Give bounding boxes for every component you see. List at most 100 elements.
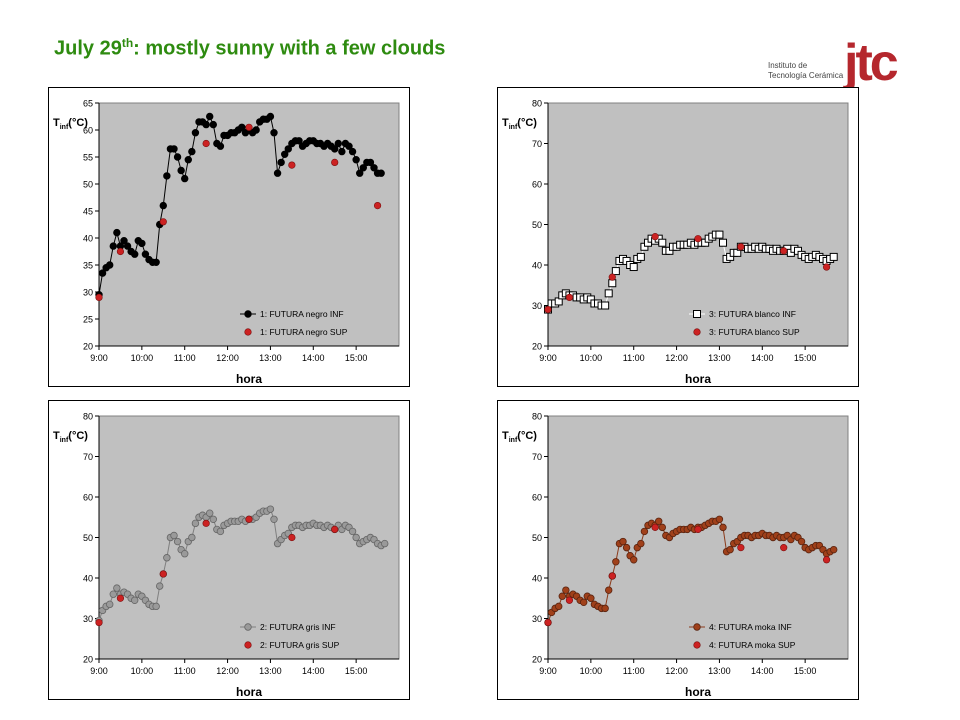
data-point-inf xyxy=(562,586,570,594)
data-point-inf xyxy=(252,126,260,134)
x-tick-label: 10:00 xyxy=(580,666,603,676)
legend-label-sup: 3: FUTURA blanco SUP xyxy=(709,327,800,337)
x-tick-label: 11:00 xyxy=(174,353,196,363)
plot-area xyxy=(547,415,849,660)
data-point-inf xyxy=(331,145,339,153)
y-axis-label: Tinf(°C) xyxy=(53,117,88,131)
y-tick-label: 20 xyxy=(83,655,93,665)
data-point-inf xyxy=(181,549,189,558)
y-axis-label: Tinf(°C) xyxy=(502,117,537,131)
data-point-inf xyxy=(181,174,189,183)
data-point-inf xyxy=(106,600,114,609)
legend-label-sup: 1: FUTURA negro SUP xyxy=(260,327,348,337)
data-point-inf xyxy=(622,543,631,552)
data-point-inf xyxy=(829,252,838,261)
data-point-sup xyxy=(608,572,616,580)
data-point-inf xyxy=(131,250,139,258)
chart-panel-2: 20 30 40 50 60 70 80 9:00 10:00 11:00 12:00 13:00 14… xyxy=(48,400,410,700)
data-point-sup xyxy=(245,515,253,523)
y-tick-label: 20 xyxy=(532,655,542,665)
y-tick-label: 40 xyxy=(83,574,93,584)
x-tick-label: 12:00 xyxy=(665,353,688,363)
data-point-sup xyxy=(694,525,702,533)
data-point-sup xyxy=(651,233,659,241)
data-point-sup xyxy=(737,544,745,552)
data-point-inf xyxy=(202,120,210,129)
data-point-sup xyxy=(288,533,296,542)
series-sup xyxy=(95,123,382,301)
title-sup: th xyxy=(121,36,134,50)
legend-marker-sup xyxy=(244,641,252,649)
data-point-inf xyxy=(377,169,385,177)
data-point-inf xyxy=(191,519,200,528)
data-point-inf xyxy=(658,523,666,532)
data-point-sup xyxy=(116,247,125,256)
data-point-sup xyxy=(202,139,210,148)
chart-panel-4: 20 30 40 50 60 70 80 9:00 10:00 11:00 12:00 13:00 14… xyxy=(497,400,859,700)
y-tick-label: 45 xyxy=(83,207,93,217)
data-point-inf xyxy=(184,155,192,164)
x-tick-label: 9:00 xyxy=(90,353,108,363)
data-point-inf xyxy=(216,527,225,536)
data-point-sup xyxy=(544,618,552,627)
x-tick-label: 10:00 xyxy=(131,666,154,676)
data-point-inf xyxy=(612,558,620,566)
y-tick-label: 50 xyxy=(83,180,93,190)
data-point-inf xyxy=(640,527,649,536)
data-point-inf xyxy=(719,523,727,532)
data-point-sup xyxy=(544,305,552,314)
logo-line1: Instituto de xyxy=(768,61,808,70)
data-point-inf xyxy=(619,537,627,546)
data-point-inf xyxy=(658,238,667,247)
data-point-inf xyxy=(138,239,146,248)
series-inf xyxy=(544,230,838,314)
data-point-inf xyxy=(726,545,734,554)
series-sup xyxy=(544,233,831,314)
x-tick-label: 13:00 xyxy=(708,666,731,676)
data-point-inf xyxy=(173,537,182,546)
data-point-inf xyxy=(109,590,117,598)
data-point-inf xyxy=(637,539,645,548)
y-axis-label: Tinf(°C) xyxy=(502,430,537,444)
data-point-inf xyxy=(601,604,609,613)
data-point-inf xyxy=(356,169,364,177)
data-point-inf xyxy=(163,172,171,180)
legend-marker-inf xyxy=(244,310,252,318)
x-tick-label: 15:00 xyxy=(794,666,817,676)
data-point-inf xyxy=(206,112,214,121)
x-tick-label: 10:00 xyxy=(580,353,603,363)
logo-line2: Tecnología Cerámica xyxy=(768,71,844,80)
data-point-inf xyxy=(152,602,160,611)
y-axis-label: Tinf(°C) xyxy=(53,430,88,444)
data-point-inf xyxy=(381,539,389,548)
x-tick-label: 13:00 xyxy=(708,353,731,363)
legend: 1: FUTURA negro INF 1: FUTURA negro SUP xyxy=(240,309,348,337)
x-tick-label: 11:00 xyxy=(623,353,645,363)
chart-2: 20 30 40 50 60 70 80 9:00 10:00 11:00 12:00 13:00 14… xyxy=(53,412,400,699)
chart-panel-3: 20 30 40 50 60 70 80 9:00 10:00 11:00 12:00 13:00 14… xyxy=(497,87,859,387)
data-point-inf xyxy=(266,505,275,513)
x-tick-label: 11:00 xyxy=(174,666,196,676)
data-point-sup xyxy=(202,519,210,527)
page-title: July 29th: mostly sunny with a few cloud… xyxy=(54,36,445,61)
y-tick-label: 30 xyxy=(532,614,542,624)
data-point-inf xyxy=(366,158,375,167)
data-point-sup xyxy=(288,161,296,169)
y-tick-label: 40 xyxy=(532,574,542,584)
data-point-inf xyxy=(238,123,246,131)
data-point-sup xyxy=(694,235,702,243)
data-point-inf xyxy=(159,201,167,210)
data-point-inf xyxy=(163,554,171,562)
legend-marker-sup xyxy=(693,328,701,336)
title-main: July 29 xyxy=(54,37,122,60)
x-tick-label: 13:00 xyxy=(259,353,282,363)
data-point-inf xyxy=(830,545,838,554)
data-point-inf xyxy=(270,129,278,137)
x-tick-label: 14:00 xyxy=(751,353,774,363)
y-tick-label: 65 xyxy=(83,99,93,109)
chart-panel-1: 20 25 30 35 40 45 50 55 60 65 9:00 10:00 11:00 12:00 1… xyxy=(48,87,410,387)
chart-3: 20 30 40 50 60 70 80 9:00 10:00 11:00 12:00 13:00 14… xyxy=(502,99,849,386)
chart-1: 20 25 30 35 40 45 50 55 60 65 9:00 10:00 11:00 12:00 1… xyxy=(53,99,400,386)
data-point-inf xyxy=(270,515,278,523)
plot-area xyxy=(98,415,400,660)
